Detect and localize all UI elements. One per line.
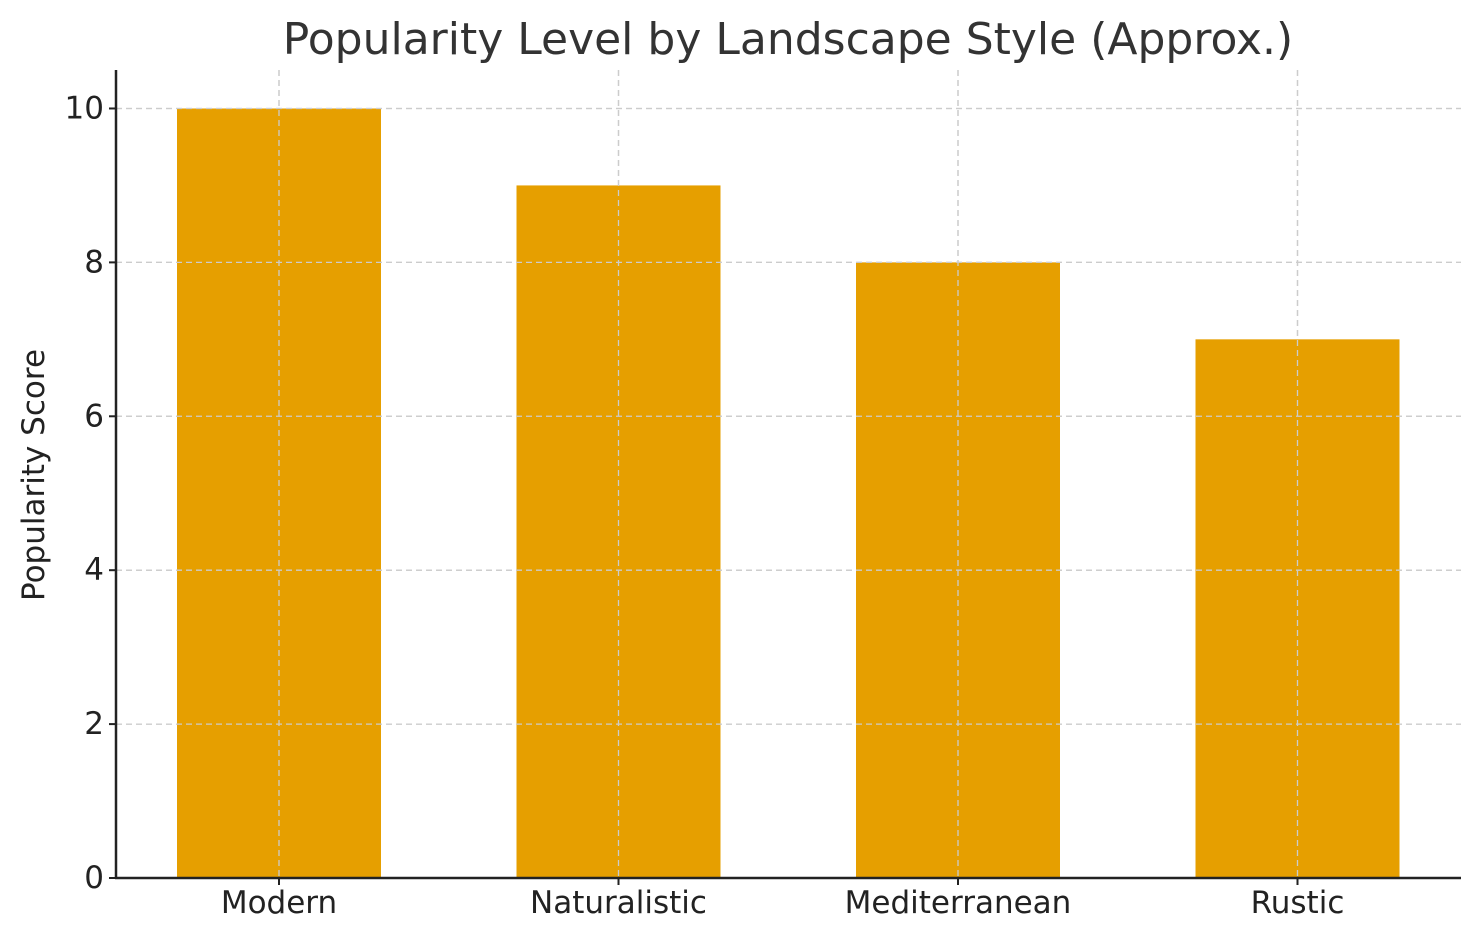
x-tick-label: Modern: [221, 885, 337, 921]
x-axis-ticks: Modern Naturalistic Mediterranean Rustic: [221, 878, 1345, 921]
y-axis-ticks: 0 2 4 6 8 10: [65, 90, 116, 896]
y-tick-label: 2: [84, 706, 104, 742]
x-tick-label: Naturalistic: [530, 885, 707, 921]
x-gridlines: [278, 70, 1299, 878]
x-gridlines-over-bars: [116, 70, 1461, 878]
y-tick-label: 6: [84, 398, 104, 434]
chart-title: Popularity Level by Landscape Style (App…: [283, 14, 1293, 65]
y-axis-label: Popularity Score: [16, 349, 52, 601]
bar-rustic: [1195, 339, 1400, 878]
y-tick-label: 4: [84, 552, 104, 588]
x-tick-label: Mediterranean: [845, 885, 1072, 921]
y-tick-label: 8: [84, 244, 104, 280]
bars: [177, 108, 1400, 878]
x-tick-label: Rustic: [1251, 885, 1345, 921]
y-tick-label: 0: [84, 860, 104, 896]
y-tick-label: 10: [65, 90, 104, 126]
